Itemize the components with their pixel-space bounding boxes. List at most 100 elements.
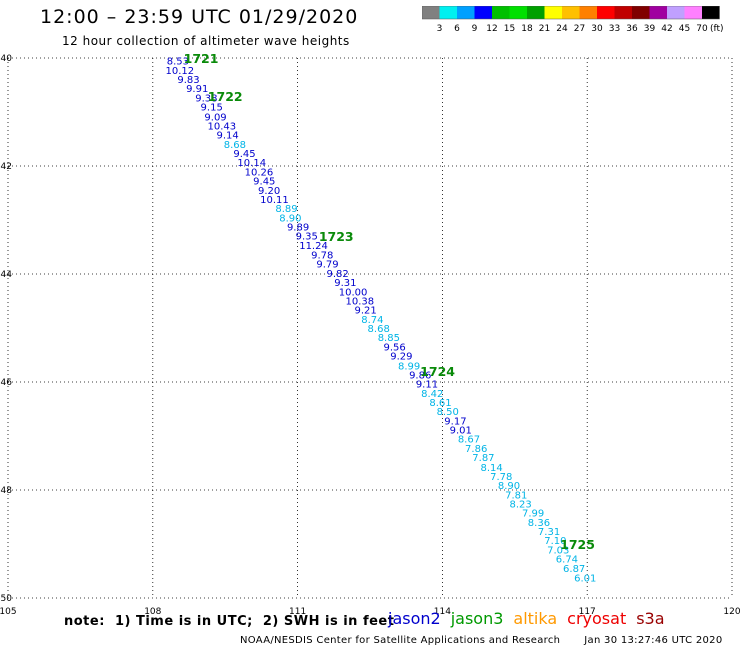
swh-value: 10.12 [166,66,195,77]
legend-swatch [422,6,440,19]
legend-label: 36 [626,24,638,34]
swh-value: 7.03 [547,545,569,556]
legend-swatch [632,6,650,19]
swh-value: 9.20 [258,186,280,197]
swh-value: 8.50 [437,407,459,418]
swh-value: 9.86 [409,370,431,381]
swh-value: 9.21 [355,306,377,317]
x-tick-label: 120 [723,607,740,615]
legend-label: 15 [504,24,515,34]
legend-frame [422,6,720,20]
swh-value: 7.81 [505,490,527,501]
swh-value: 9.45 [233,149,255,160]
legend-label: 3 [437,24,443,34]
legend-swatch [667,6,685,19]
swh-value: 8.53 [167,57,189,68]
swh-value: 8.85 [378,333,400,344]
swh-value: 10.11 [260,195,289,206]
page-title: 12:00 – 23:59 UTC 01/29/2020 [40,6,359,28]
legend-swatch [527,6,545,19]
swh-value: 7.86 [465,444,487,455]
swh-value: 9.82 [327,269,349,280]
legend-label: 42 [661,24,672,34]
swh-value: 8.42 [421,389,443,400]
swh-value: 7.78 [490,472,512,483]
y-tick-label: -48 [0,486,12,496]
swh-value: 9.17 [444,416,466,427]
swh-value: 9.91 [186,84,208,95]
x-tick-label: 117 [579,607,596,615]
swh-value: 10.26 [245,167,274,178]
pass-number-label: 1724 [420,364,455,379]
swh-value: 8.14 [480,463,502,474]
legend-label: 45 [679,24,690,34]
note-text: note: 1) Time is in UTC; 2) SWH is in fe… [64,614,395,629]
legend-label: 24 [556,24,568,34]
x-tick-label: 105 [0,607,17,615]
swh-value: 9.14 [216,131,238,142]
legend-swatch [544,6,562,19]
legend-swatch [649,6,667,19]
legend-label: 12 [486,24,497,34]
swh-value: 8.99 [398,361,420,372]
x-tick-label: 111 [289,607,306,615]
swh-value: 7.87 [472,453,494,464]
legend-label: 27 [574,24,585,34]
swh-value: 8.89 [275,204,297,215]
swh-value: 9.09 [204,112,226,123]
swh-value: 8.74 [361,315,383,326]
color-scale-legend: 3 6 9 12 15 18 21 24 27 30 33 36 39 42 45 70 (ft) [422,6,724,34]
x-tick-label: 114 [434,607,451,615]
swh-value: 8.36 [528,518,550,529]
swh-value: 11.24 [299,241,328,252]
swh-value: 9.29 [390,352,412,363]
swh-value: 7.31 [538,527,560,538]
legend-label: 70 [696,24,708,34]
legend-label: 39 [644,24,656,34]
timestamp-text: Jan 30 13:27:46 UTC 2020 [584,635,723,646]
swh-value: 9.38 [195,93,217,104]
legend-label: 18 [521,24,533,34]
swh-value: 8.61 [429,398,451,409]
mission-s3a: s3a [636,609,665,628]
pass-number-label: 1723 [319,229,354,244]
swh-value: 10.14 [237,158,266,169]
legend-swatch [597,6,615,19]
swh-value: 8.90 [279,213,301,224]
credit-line: NOAA/NESDIS Center for Satellite Applica… [240,635,723,646]
swh-value: 6.74 [556,555,578,566]
swh-value: 9.15 [201,103,223,114]
swh-value: 10.43 [208,122,237,133]
swh-value: 10.00 [339,287,368,298]
legend-label: 30 [591,24,603,34]
legend-swatch [457,6,475,19]
x-tick-label: 108 [144,607,161,615]
swh-value: 7.10 [544,536,566,547]
credit-text: NOAA/NESDIS Center for Satellite Applica… [240,635,561,646]
mission-jason2: jason2 [388,609,441,628]
swh-value: 9.56 [383,342,405,353]
legend-swatch [562,6,580,19]
legend-swatch [509,6,527,19]
swh-value: 9.45 [253,177,275,188]
wave-height-plot: 105 108 111 114 117 120 -40 -42 -44 -46 -48 -50 8.53… [0,51,740,615]
legend-swatch [579,6,597,19]
mission-jason3: jason3 [450,609,504,628]
swh-value: 6.01 [574,573,596,584]
mission-legend: jason2 jason3 altika cryosat s3a [388,609,675,628]
legend-label: 33 [609,24,620,34]
legend-label: 6 [454,24,460,34]
swh-value: 8.67 [458,435,480,446]
legend-swatch [439,6,457,19]
pass-number-label: 1725 [560,537,595,552]
mission-cryosat: cryosat [567,609,627,628]
swh-value: 9.78 [311,251,333,262]
legend-unit: (ft) [710,24,724,34]
swh-value: 9.31 [334,278,356,289]
page-subtitle: 12 hour collection of altimeter wave hei… [62,34,350,48]
legend-swatch [702,6,720,19]
mission-altika: altika [513,609,558,628]
swh-value: 8.90 [498,481,520,492]
y-tick-label: -50 [0,594,12,604]
swh-value: 9.01 [450,426,472,437]
